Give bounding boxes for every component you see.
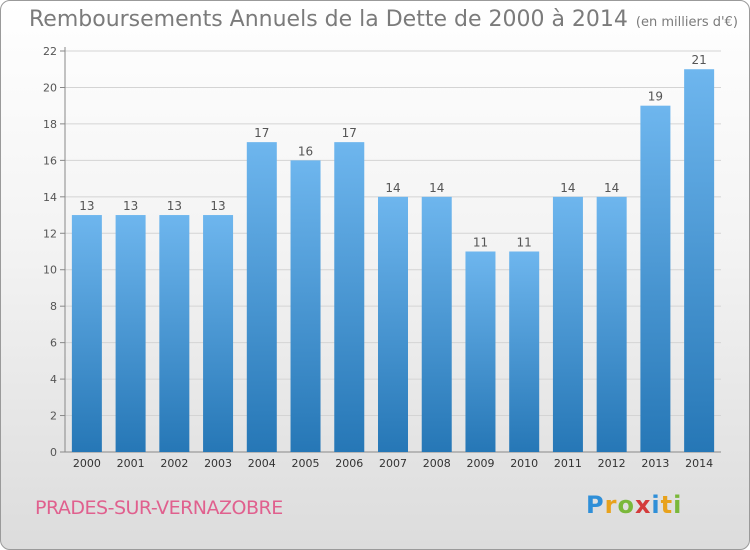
xtick-label: 2004 bbox=[248, 457, 276, 470]
xtick-label: 2000 bbox=[73, 457, 101, 470]
bar bbox=[246, 142, 277, 453]
xtick-label: 2001 bbox=[117, 457, 145, 470]
value-label: 13 bbox=[79, 199, 94, 213]
logo-letter: r bbox=[604, 491, 618, 519]
logo-letter: P bbox=[586, 491, 605, 519]
commune-name: PRADES-SUR-VERNAZOBRE bbox=[35, 497, 283, 519]
unit-label: (en milliers d'€) bbox=[635, 15, 738, 30]
value-label: 11 bbox=[517, 236, 532, 250]
value-label: 19 bbox=[648, 90, 663, 104]
ytick-label: 10 bbox=[43, 264, 57, 277]
bar bbox=[159, 215, 190, 452]
bar bbox=[684, 69, 715, 453]
logo-letter: o bbox=[617, 491, 635, 519]
xtick-label: 2009 bbox=[466, 457, 494, 470]
value-label: 13 bbox=[210, 199, 225, 213]
ytick-label: 14 bbox=[43, 191, 57, 204]
bar bbox=[596, 196, 627, 452]
ytick-label: 16 bbox=[43, 154, 57, 167]
value-label: 14 bbox=[604, 181, 619, 195]
value-label: 11 bbox=[473, 236, 488, 250]
bar bbox=[115, 215, 146, 452]
bar bbox=[378, 196, 408, 452]
ytick-label: 12 bbox=[43, 227, 57, 240]
ytick-label: 4 bbox=[50, 373, 57, 386]
logo-letter: i bbox=[651, 491, 661, 519]
xtick-label: 2002 bbox=[160, 457, 188, 470]
value-label: 17 bbox=[342, 126, 357, 140]
value-label: 14 bbox=[429, 181, 444, 195]
bar bbox=[552, 196, 583, 452]
bar bbox=[290, 160, 321, 452]
xtick-label: 2003 bbox=[204, 457, 232, 470]
xtick-label: 2010 bbox=[510, 457, 538, 470]
value-label: 16 bbox=[298, 144, 313, 158]
chart-title: Remboursements Annuels de la Dette de 20… bbox=[29, 7, 738, 32]
xtick-label: 2005 bbox=[292, 457, 320, 470]
xtick-label: 2012 bbox=[598, 457, 626, 470]
ytick-label: 6 bbox=[50, 337, 57, 350]
value-label: 13 bbox=[167, 199, 182, 213]
bar bbox=[203, 215, 234, 452]
title-text: Remboursements Annuels de la Dette de 20… bbox=[29, 7, 628, 32]
bar bbox=[465, 251, 496, 452]
proxiti-logo: Proxiti bbox=[586, 491, 682, 519]
ytick-label: 22 bbox=[43, 45, 57, 58]
ytick-label: 2 bbox=[50, 410, 57, 423]
ytick-label: 18 bbox=[43, 118, 57, 131]
logo-letter: t bbox=[660, 491, 674, 519]
logo-letter: x bbox=[634, 491, 652, 519]
value-label: 17 bbox=[254, 126, 269, 140]
value-label: 14 bbox=[385, 181, 400, 195]
xtick-label: 2008 bbox=[423, 457, 451, 470]
value-label: 21 bbox=[691, 53, 706, 67]
bar bbox=[334, 142, 365, 453]
xtick-label: 2006 bbox=[335, 457, 363, 470]
value-label: 14 bbox=[560, 181, 575, 195]
value-label: 13 bbox=[123, 199, 138, 213]
xtick-label: 2007 bbox=[379, 457, 407, 470]
ytick-label: 8 bbox=[50, 300, 57, 313]
bar bbox=[640, 105, 671, 452]
xtick-label: 2014 bbox=[685, 457, 713, 470]
ytick-label: 0 bbox=[50, 446, 57, 459]
xtick-label: 2011 bbox=[554, 457, 582, 470]
bar bbox=[421, 196, 452, 452]
bar bbox=[71, 215, 102, 452]
xtick-label: 2013 bbox=[641, 457, 669, 470]
bar bbox=[509, 251, 540, 452]
logo-letter: i bbox=[673, 491, 683, 519]
ytick-label: 20 bbox=[43, 81, 57, 94]
